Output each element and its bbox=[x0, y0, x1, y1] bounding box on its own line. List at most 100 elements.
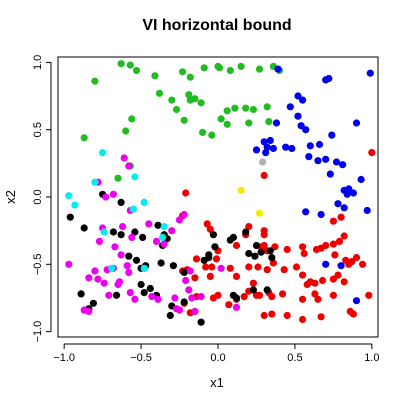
data-point-red bbox=[319, 276, 327, 285]
data-point-black bbox=[154, 221, 162, 229]
data-point-magenta bbox=[160, 240, 168, 248]
data-point-magenta bbox=[117, 251, 125, 259]
data-point-black bbox=[197, 318, 205, 326]
data-point-blue bbox=[325, 74, 333, 83]
data-point-magenta bbox=[85, 307, 93, 315]
data-point-blue bbox=[272, 119, 281, 127]
data-point-magenta bbox=[232, 303, 241, 311]
data-point-magenta bbox=[168, 227, 176, 235]
data-point-red bbox=[329, 240, 337, 248]
data-point-green bbox=[199, 128, 207, 136]
data-point-red bbox=[299, 295, 307, 303]
data-point-red bbox=[268, 293, 276, 301]
data-point-red bbox=[317, 313, 325, 321]
data-point-magenta bbox=[175, 216, 184, 224]
data-point-red bbox=[329, 217, 337, 225]
data-point-black bbox=[211, 243, 219, 251]
data-point-magenta bbox=[105, 291, 113, 299]
data-point-red bbox=[299, 271, 307, 279]
data-point-red bbox=[232, 241, 241, 250]
data-point-magenta bbox=[131, 295, 139, 303]
data-point-red bbox=[352, 254, 361, 262]
data-point-red bbox=[260, 171, 268, 180]
data-point-black bbox=[140, 289, 148, 297]
data-point-green bbox=[249, 105, 257, 114]
data-point-red bbox=[345, 260, 353, 268]
data-point-green bbox=[226, 66, 234, 75]
data-point-green bbox=[200, 64, 208, 72]
data-point-red bbox=[202, 263, 210, 271]
data-point-blue bbox=[328, 131, 336, 139]
data-point-black bbox=[66, 213, 74, 221]
data-point-magenta bbox=[186, 267, 194, 275]
data-point-red bbox=[206, 272, 214, 280]
data-point-blue bbox=[302, 126, 310, 134]
data-point-red bbox=[340, 278, 348, 286]
data-point-black bbox=[251, 252, 259, 260]
data-point-blue bbox=[352, 119, 361, 127]
data-point-red bbox=[209, 294, 217, 302]
data-point-blue bbox=[306, 142, 314, 150]
data-point-blue bbox=[343, 190, 351, 198]
data-point-red bbox=[365, 291, 373, 299]
data-point-blue bbox=[352, 297, 361, 305]
data-point-magenta bbox=[191, 307, 199, 315]
x-axis: −1.0 −0.5 0.0 0.5 1.0 bbox=[53, 343, 379, 364]
data-point-blue bbox=[263, 143, 271, 151]
data-point-cyan bbox=[99, 149, 107, 157]
data-point-blue bbox=[299, 96, 307, 104]
data-point-red bbox=[225, 301, 233, 309]
data-point-blue bbox=[286, 103, 294, 111]
data-point-green bbox=[180, 116, 188, 124]
data-point-green bbox=[172, 105, 181, 114]
data-point-blue bbox=[262, 149, 270, 157]
data-point-yellow bbox=[237, 186, 245, 194]
data-point-green bbox=[186, 73, 194, 81]
data-point-cyan bbox=[91, 178, 99, 186]
data-point-magenta bbox=[145, 220, 153, 228]
data-point-green bbox=[197, 99, 205, 107]
data-point-red bbox=[280, 266, 288, 274]
data-point-red bbox=[191, 274, 199, 282]
data-point-black bbox=[112, 291, 121, 299]
data-point-blue bbox=[288, 144, 296, 153]
data-point-red bbox=[334, 271, 342, 279]
data-point-blue bbox=[366, 69, 374, 77]
data-point-green bbox=[191, 95, 199, 103]
data-point-magenta bbox=[171, 294, 179, 302]
x-tick-label: 1.0 bbox=[364, 352, 379, 364]
data-point-black bbox=[209, 231, 217, 239]
data-point-magenta bbox=[125, 268, 133, 276]
data-point-red bbox=[212, 255, 221, 263]
data-point-red bbox=[311, 279, 319, 287]
data-point-green bbox=[263, 103, 271, 111]
data-point-green bbox=[151, 72, 159, 80]
data-point-blue bbox=[294, 92, 302, 100]
data-point-blue bbox=[305, 153, 313, 161]
data-point-black bbox=[109, 228, 117, 236]
data-point-red bbox=[260, 241, 268, 250]
data-point-green bbox=[237, 62, 245, 70]
data-point-blue bbox=[317, 210, 325, 219]
data-point-cyan bbox=[131, 173, 139, 181]
data-point-red bbox=[260, 231, 268, 239]
data-point-blue bbox=[340, 204, 348, 212]
data-point-blue bbox=[260, 138, 268, 146]
data-point-red bbox=[335, 237, 344, 245]
data-point-blue bbox=[252, 146, 261, 154]
data-point-red bbox=[245, 263, 253, 271]
data-point-magenta bbox=[185, 286, 193, 294]
data-point-green bbox=[223, 120, 231, 128]
data-point-green bbox=[208, 131, 216, 139]
data-point-cyan bbox=[129, 205, 137, 213]
data-point-red bbox=[322, 241, 330, 250]
x-tick-label: 0.0 bbox=[210, 352, 225, 364]
data-point-cyan bbox=[160, 223, 168, 231]
data-point-black bbox=[132, 256, 141, 264]
data-point-magenta bbox=[182, 276, 190, 285]
data-point-red bbox=[331, 251, 339, 259]
data-point-red bbox=[252, 291, 261, 299]
data-point-magenta bbox=[65, 260, 73, 268]
data-point-magenta bbox=[125, 162, 133, 170]
data-point-magenta bbox=[100, 279, 108, 287]
